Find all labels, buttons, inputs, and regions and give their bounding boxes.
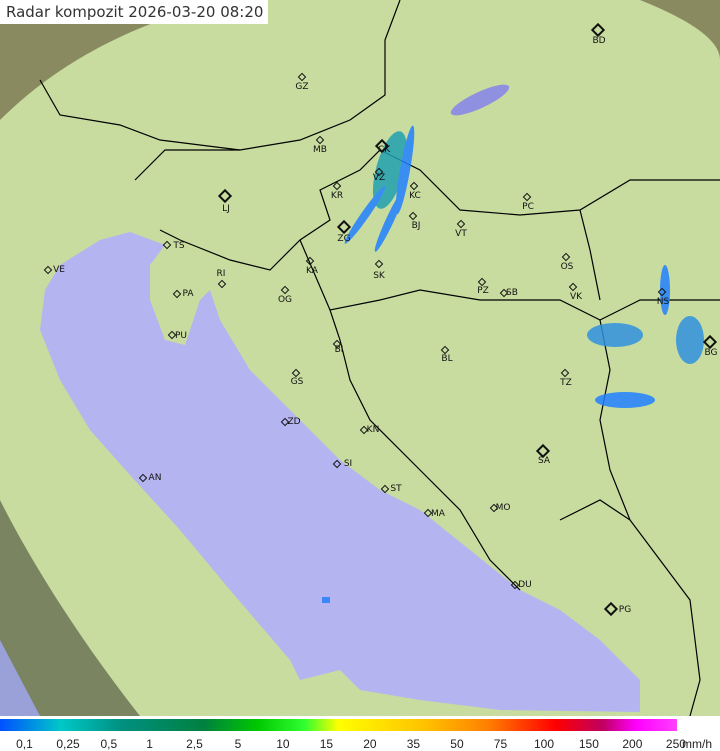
legend-label: 35: [406, 737, 421, 751]
legend-label: 200: [622, 737, 643, 751]
city-label-si: SI: [343, 459, 353, 469]
city-label-ka: KA: [306, 266, 318, 276]
city-label-bg: BG: [704, 348, 718, 358]
radar-coverage-edge: [0, 500, 140, 716]
city-label-sk: SK: [373, 271, 385, 281]
lake-balaton: [450, 84, 510, 116]
legend-label: 0,5: [100, 737, 118, 751]
legend-label: 2,5: [186, 737, 203, 751]
city-label-ve: VE: [53, 265, 65, 275]
legend-label: 100: [533, 737, 555, 751]
legend-label: 20: [363, 737, 377, 751]
city-label-gz: GZ: [295, 82, 309, 92]
legend-label: 0,1: [16, 737, 33, 751]
outside-sw: [0, 640, 40, 716]
city-label-mb: MB: [313, 145, 327, 155]
city-label-ns: NS: [656, 297, 670, 307]
legend-label: 150: [578, 737, 599, 751]
city-label-kr: KR: [330, 191, 344, 201]
adriatic-sea: [40, 232, 640, 712]
city-label-st: ST: [390, 484, 402, 494]
radar-map[interactable]: [0, 0, 720, 716]
city-label-vt: VT: [455, 229, 467, 239]
legend-label: 10: [276, 737, 290, 751]
legend-label: 250: [665, 737, 686, 751]
city-label-du: DU: [518, 580, 532, 590]
legend-unit: mm/h: [682, 737, 712, 751]
city-label-kc: KC: [409, 191, 421, 201]
city-label-pu: PU: [174, 331, 188, 341]
legend-label: 15: [319, 737, 334, 751]
legend-label: 1: [146, 737, 153, 751]
city-label-pc: PC: [522, 202, 534, 212]
city-label-zg: ZG: [337, 234, 351, 244]
city-label-ts: TS: [173, 241, 185, 251]
legend-label: 50: [450, 737, 464, 751]
city-label-an: AN: [148, 473, 162, 483]
city-label-sa: SA: [537, 456, 551, 466]
city-label-ck: CK: [377, 145, 391, 155]
city-label-vz: VZ: [372, 173, 386, 183]
city-label-mo: MO: [495, 503, 511, 513]
legend-label: 75: [493, 737, 508, 751]
city-label-gs: GS: [290, 377, 304, 387]
city-label-os: OS: [560, 262, 574, 272]
city-label-tz: TZ: [560, 378, 572, 388]
city-label-lj: LJ: [222, 204, 230, 214]
city-label-pa: PA: [182, 289, 194, 299]
precipitation-color-scale: [0, 719, 677, 731]
radar-echoes: [322, 125, 704, 603]
city-label-bl: BL: [441, 354, 453, 364]
city-label-zd: ZD: [287, 417, 301, 427]
legend-label: 0,25: [56, 737, 80, 751]
city-label-pz: PZ: [477, 286, 489, 296]
city-label-ma: MA: [431, 509, 445, 519]
city-label-pg: PG: [618, 605, 632, 615]
city-label-vk: VK: [569, 292, 583, 302]
city-label-og: OG: [277, 295, 293, 305]
city-label-bd: BD: [592, 36, 606, 46]
radar-coverage: [0, 0, 720, 716]
map-title: Radar kompozit 2026-03-20 08:20: [0, 0, 268, 24]
city-label-bi: BI: [334, 345, 344, 355]
city-label-ri: RI: [216, 269, 226, 279]
city-label-kn: KN: [366, 425, 380, 435]
city-label-bj: BJ: [411, 221, 421, 231]
legend-label: 5: [234, 737, 242, 751]
city-label-sb: SB: [506, 288, 518, 298]
